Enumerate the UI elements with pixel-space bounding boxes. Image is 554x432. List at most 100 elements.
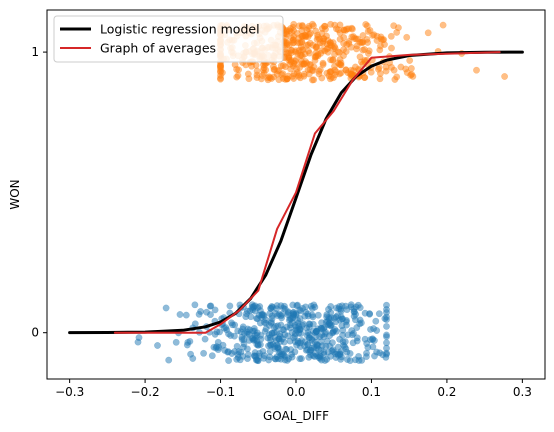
point-lost — [268, 315, 276, 323]
point-won — [359, 46, 367, 54]
point-won — [270, 73, 278, 81]
point-lost — [286, 315, 294, 323]
point-won — [365, 47, 373, 55]
point-lost — [184, 338, 192, 346]
point-lost — [208, 352, 216, 360]
y-tick-label: 1 — [31, 45, 39, 59]
point-lost — [353, 334, 361, 342]
point-won — [407, 64, 415, 72]
point-won — [291, 57, 299, 65]
point-won — [269, 63, 277, 71]
point-lost — [135, 334, 143, 342]
point-lost — [361, 335, 369, 343]
point-won — [406, 57, 414, 64]
point-won — [309, 41, 317, 49]
point-lost — [283, 345, 291, 353]
point-lost — [304, 341, 311, 348]
point-won — [287, 46, 295, 54]
point-lost — [323, 355, 331, 363]
point-won — [356, 53, 364, 61]
point-won — [320, 34, 328, 42]
point-lost — [348, 327, 356, 335]
point-lost — [294, 301, 301, 309]
point-lost — [296, 355, 304, 363]
point-lost — [342, 302, 350, 310]
point-lost — [317, 338, 325, 346]
point-won — [390, 66, 398, 74]
series-line-averages — [113, 51, 501, 334]
x-tick-label: −0.3 — [55, 385, 84, 399]
point-lost — [304, 329, 312, 337]
point-lost — [290, 334, 297, 342]
point-lost — [240, 340, 248, 348]
point-lost — [341, 338, 349, 346]
point-lost — [283, 323, 291, 331]
point-won — [343, 41, 351, 49]
point-won — [305, 70, 313, 78]
point-lost — [162, 304, 170, 312]
y-tick-label: 0 — [31, 326, 39, 340]
point-lost — [176, 311, 184, 318]
point-lost — [312, 350, 320, 357]
point-lost — [233, 342, 241, 350]
point-won — [308, 76, 316, 84]
point-won — [319, 59, 327, 67]
point-lost — [321, 330, 329, 338]
point-lost — [349, 339, 357, 347]
point-won — [306, 49, 313, 57]
point-won — [348, 24, 356, 32]
point-won — [367, 68, 375, 76]
point-won — [310, 63, 318, 71]
point-won — [439, 21, 447, 29]
point-lost — [305, 353, 313, 361]
point-lost — [351, 316, 359, 324]
point-lost — [225, 357, 233, 365]
point-won — [387, 32, 395, 40]
point-lost — [268, 329, 276, 337]
legend: Logistic regression model Graph of avera… — [53, 15, 284, 63]
point-won — [320, 22, 328, 30]
point-lost — [284, 332, 292, 340]
point-lost — [358, 356, 366, 364]
point-won — [310, 22, 317, 30]
lines-layer — [68, 50, 524, 335]
point-won — [303, 41, 311, 49]
point-lost — [326, 315, 333, 323]
point-lost — [207, 302, 215, 310]
point-lost — [200, 349, 208, 357]
point-lost — [342, 345, 350, 353]
point-lost — [362, 353, 370, 361]
point-won — [253, 71, 261, 79]
point-won — [290, 75, 298, 82]
point-lost — [383, 301, 390, 309]
point-won — [329, 56, 337, 64]
point-won — [301, 60, 309, 68]
point-lost — [336, 335, 344, 343]
point-won — [374, 65, 382, 73]
point-lost — [195, 310, 203, 318]
point-lost — [243, 345, 251, 353]
point-lost — [277, 321, 285, 329]
point-won — [296, 64, 304, 71]
point-lost — [172, 338, 180, 346]
point-lost — [260, 318, 268, 326]
point-lost — [339, 315, 347, 323]
point-lost — [383, 331, 390, 339]
point-lost — [334, 343, 342, 351]
point-lost — [154, 342, 161, 349]
point-lost — [239, 323, 247, 331]
point-won — [217, 61, 224, 69]
point-won — [403, 33, 411, 41]
point-won — [326, 75, 334, 83]
point-won — [382, 63, 390, 71]
point-lost — [201, 335, 209, 343]
point-lost — [242, 313, 250, 321]
point-won — [289, 36, 297, 44]
legend-box — [53, 15, 284, 63]
point-lost — [187, 350, 195, 358]
point-lost — [318, 319, 326, 327]
point-lost — [373, 348, 381, 356]
point-lost — [326, 342, 334, 350]
